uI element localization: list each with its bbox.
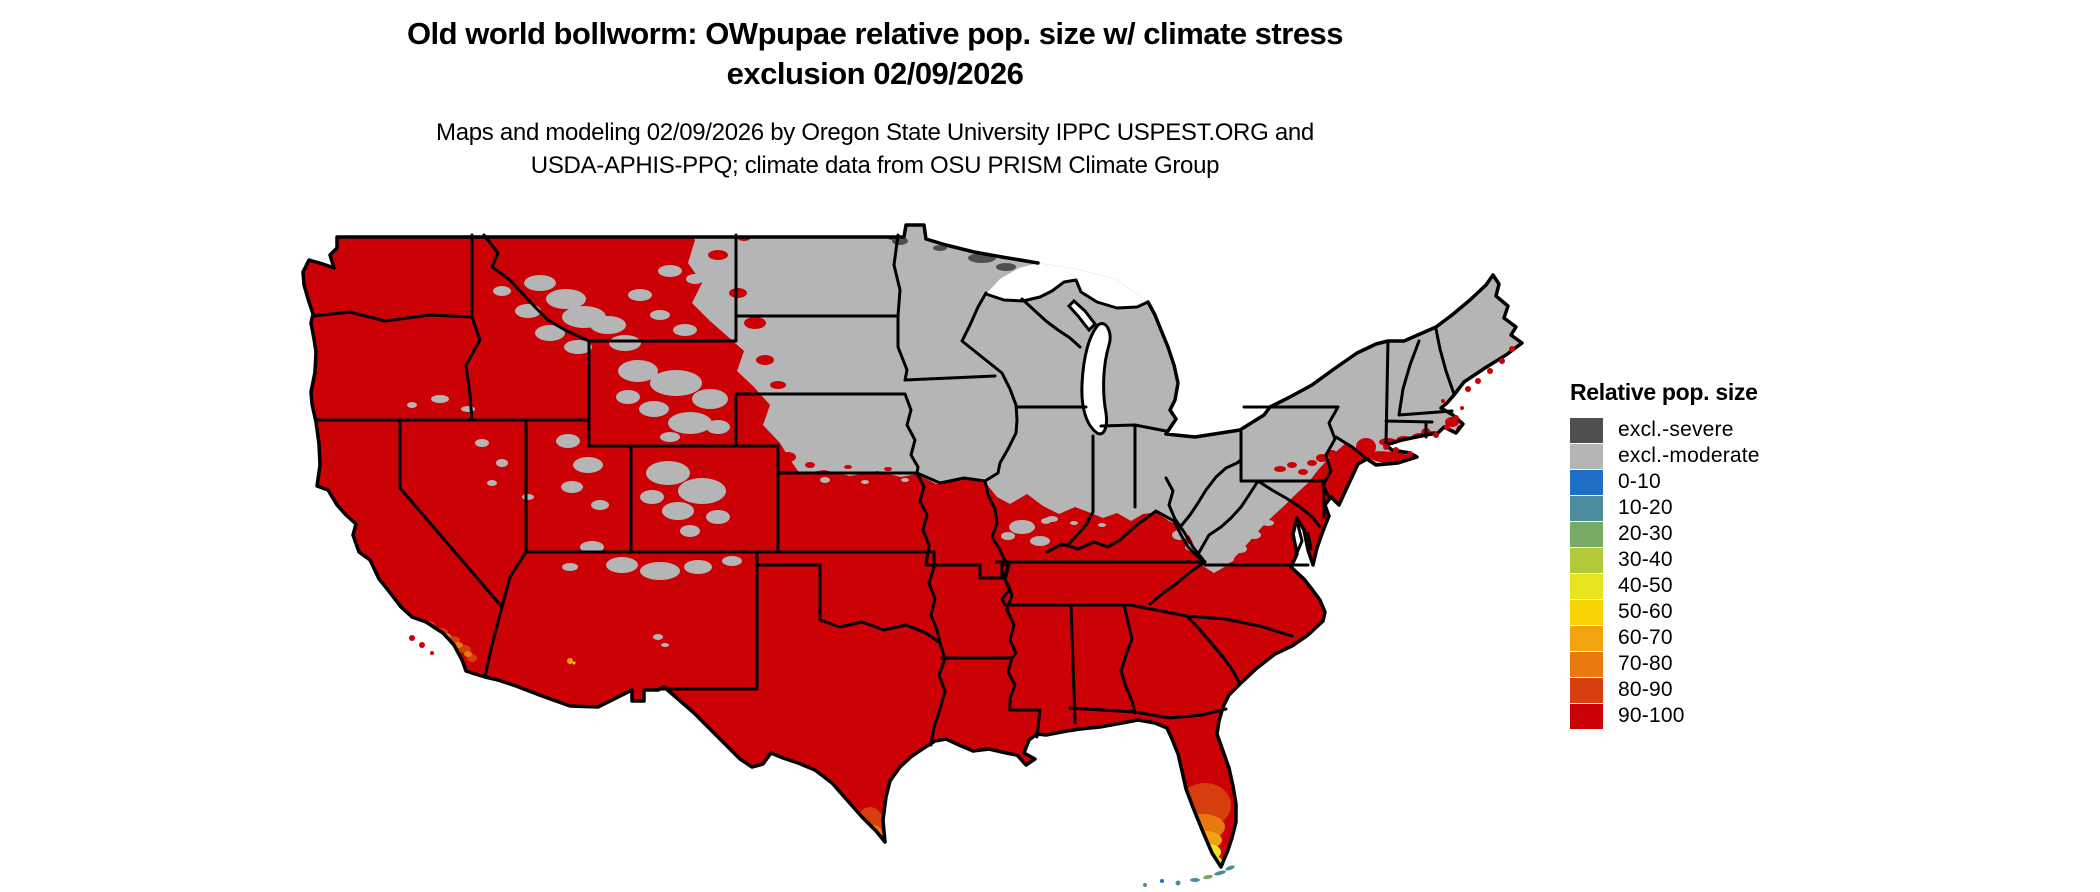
- map-legend: Relative pop. size excl.-severe excl.-mo…: [1570, 379, 1870, 729]
- us-coastline: [301, 223, 1524, 869]
- map-subtitle: Maps and modeling 02/09/2026 by Oregon S…: [270, 116, 1480, 182]
- lake-superior-south-shore: [985, 278, 1149, 310]
- legend-label: 60-70: [1618, 626, 1673, 649]
- legend-label: 80-90: [1618, 678, 1673, 701]
- legend-label: 40-50: [1618, 574, 1673, 597]
- legend-swatch-10-20: [1570, 495, 1603, 521]
- legend-swatch-50-60: [1570, 599, 1603, 625]
- legend-label: 50-60: [1618, 600, 1673, 623]
- map-subtitle-line1: Maps and modeling 02/09/2026 by Oregon S…: [436, 119, 1314, 146]
- legend-label: 0-10: [1618, 470, 1661, 493]
- legend-swatch-20-30: [1570, 521, 1603, 547]
- legend-swatch-70-80: [1570, 651, 1603, 677]
- legend-label: 90-100: [1618, 704, 1685, 727]
- map-title-line2: exclusion 02/09/2026: [726, 56, 1024, 91]
- legend-swatch-90-100: [1570, 703, 1603, 729]
- legend-row: 90-100: [1570, 703, 1870, 729]
- legend-row: 40-50: [1570, 573, 1870, 599]
- legend-label: 20-30: [1618, 522, 1673, 545]
- legend-row: 50-60: [1570, 599, 1870, 625]
- lake-michigan: [1080, 322, 1112, 436]
- legend-row: 70-80: [1570, 651, 1870, 677]
- legend-title: Relative pop. size: [1570, 379, 1758, 405]
- legend-row: excl.-severe: [1570, 417, 1870, 443]
- legend-swatch-0-10: [1570, 469, 1603, 495]
- map-subtitle-line2: USDA-APHIS-PPQ; climate data from OSU PR…: [530, 152, 1220, 179]
- legend-row: 80-90: [1570, 677, 1870, 703]
- map-offshore-specks: [409, 346, 1515, 887]
- legend-swatch-40-50: [1570, 573, 1603, 599]
- legend-swatch-excl-severe: [1570, 417, 1603, 443]
- lake-superior: [986, 263, 1148, 308]
- legend-label: 10-20: [1618, 496, 1673, 519]
- legend-label: 70-80: [1618, 652, 1673, 675]
- legend-swatch-excl-moderate: [1570, 443, 1603, 469]
- legend-swatch-60-70: [1570, 625, 1603, 651]
- legend-label: 30-40: [1618, 548, 1673, 571]
- legend-label: excl.-moderate: [1618, 444, 1760, 467]
- us-map: [301, 223, 1524, 887]
- legend-swatch-80-90: [1570, 677, 1603, 703]
- legend-row: excl.-moderate: [1570, 443, 1870, 469]
- legend-row: 10-20: [1570, 495, 1870, 521]
- legend-row: 60-70: [1570, 625, 1870, 651]
- legend-row: 0-10: [1570, 469, 1870, 495]
- legend-label: excl.-severe: [1618, 418, 1734, 441]
- us-map-container: [240, 175, 1560, 892]
- green-bay: [1066, 298, 1097, 333]
- legend-swatch-30-40: [1570, 547, 1603, 573]
- map-title-line1: Old world bollworm: OWpupae relative pop…: [406, 16, 1344, 51]
- great-lakes: [985, 263, 1149, 436]
- state-borders: [311, 233, 1456, 747]
- map-title: Old world bollworm: OWpupae relative pop…: [270, 14, 1480, 94]
- legend-row: 30-40: [1570, 547, 1870, 573]
- legend-row: 20-30: [1570, 521, 1870, 547]
